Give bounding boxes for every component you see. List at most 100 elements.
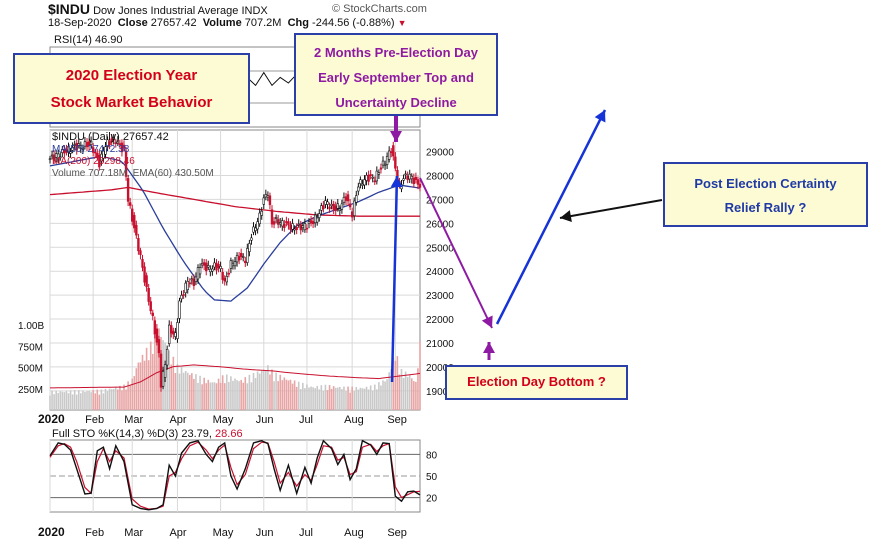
sto-tick-label: 20 — [426, 494, 438, 505]
price-panel: 19000 20000 21000 22000 23000 24000 25000 26000… — [18, 129, 454, 426]
candle-body — [392, 145, 395, 157]
volume-bar — [182, 372, 185, 410]
candle-body — [334, 205, 337, 211]
volume-bar — [172, 356, 175, 410]
candle-body — [77, 143, 80, 146]
volume-bar — [334, 387, 337, 410]
volume-bar — [203, 377, 205, 410]
candle-body — [344, 196, 348, 201]
volume-bar — [213, 382, 216, 410]
candle-body — [198, 267, 202, 275]
volume-tick-label: 500M — [18, 364, 43, 375]
volume-bar — [408, 374, 411, 410]
volume-bar — [143, 360, 146, 410]
volume-bar — [308, 387, 310, 410]
candle-body — [359, 179, 362, 184]
volume-bar — [82, 390, 84, 410]
volume-bar — [291, 383, 294, 410]
price-tick-label: 25000 — [426, 243, 454, 254]
candle-body — [316, 217, 319, 223]
volume-bar — [378, 382, 380, 410]
candle-body — [248, 243, 251, 252]
volume-bar — [314, 388, 316, 410]
sto-time-tick-label: Aug — [344, 527, 364, 539]
candle-body — [390, 151, 393, 154]
volume-bar — [73, 389, 76, 410]
chg-value: -244.56 (-0.88%) — [312, 17, 395, 29]
volume-bar — [158, 328, 160, 410]
sto-time-tick-label: 2020 — [38, 525, 65, 539]
volume-bar — [355, 387, 358, 410]
volume-bar — [112, 388, 115, 410]
volume-bar — [114, 387, 117, 410]
candle-body — [143, 266, 146, 283]
title-line-1: 2020 Election Year — [65, 67, 198, 84]
volume-bar — [396, 356, 399, 410]
volume-bar — [242, 382, 245, 410]
volume-bar — [398, 374, 401, 410]
candle-body — [303, 223, 307, 231]
time-tick-label: Sep — [387, 414, 407, 426]
candle-body — [367, 174, 370, 182]
candle-body — [225, 276, 228, 283]
volume-bar — [306, 384, 308, 410]
price-tick-label: 29000 — [426, 148, 454, 159]
volume-bar — [363, 388, 366, 410]
candle-body — [272, 221, 276, 225]
volume-bar — [230, 376, 232, 410]
volume-bar — [244, 377, 247, 410]
volume-label: Volume — [202, 17, 242, 29]
pre-election-line-1: 2 Months Pre-Election Day — [314, 45, 478, 60]
volume-bar — [283, 377, 286, 410]
candle-body — [188, 282, 191, 285]
volume-bar — [312, 387, 314, 410]
candle-body — [291, 223, 294, 230]
candle-body — [229, 260, 233, 269]
candle-body — [260, 210, 263, 216]
volume-bar — [318, 389, 321, 410]
candle-body — [192, 278, 196, 286]
volume-bar — [133, 376, 136, 410]
candle-body — [408, 173, 411, 180]
volume-bar — [285, 379, 288, 410]
sto-time-tick-label: Mar — [124, 527, 143, 539]
candle-body — [252, 226, 255, 233]
sto-time-tick-label: Sep — [387, 527, 407, 539]
candle-body — [410, 175, 413, 180]
sto-legend-prefix: Full STO %K(14,3) %D(3) 23.79, — [52, 428, 212, 440]
volume-bar — [295, 386, 298, 410]
volume-bar — [228, 381, 230, 410]
candle-body — [186, 281, 189, 291]
volume-bar — [178, 373, 181, 410]
sto-time-tick-label: Jul — [299, 527, 313, 539]
volume-bar — [209, 382, 212, 410]
candle-body — [176, 322, 179, 339]
candle-body — [133, 215, 136, 229]
volume-bar — [92, 390, 94, 410]
candle-body — [285, 221, 288, 224]
volume-bar — [86, 391, 88, 410]
candle-body — [170, 325, 173, 334]
purple-decline-arrow-head — [481, 315, 493, 328]
chart-header-line2: 18-Sep-2020 Close 27657.42 Volume 707.2M… — [48, 17, 407, 29]
candle-body — [289, 225, 292, 230]
volume-value: 707.2M — [244, 17, 282, 29]
volume-bar — [236, 380, 238, 410]
volume-bar — [287, 380, 290, 410]
candle-body — [151, 312, 154, 316]
candle-body — [149, 301, 152, 312]
candle-body — [178, 300, 181, 319]
candle-body — [194, 276, 198, 282]
candle-body — [153, 320, 157, 335]
blue-rally-arrow-shaft — [495, 109, 607, 325]
volume-bar — [184, 370, 187, 410]
candle-body — [336, 203, 339, 209]
candle-body — [293, 228, 296, 231]
candle-body — [126, 178, 130, 202]
volume-bar — [406, 377, 409, 410]
candle-body — [353, 200, 356, 216]
price-tick-label: 28000 — [426, 171, 454, 182]
candle-body — [283, 223, 286, 228]
candle-body — [371, 176, 374, 179]
candle-body — [281, 220, 284, 227]
